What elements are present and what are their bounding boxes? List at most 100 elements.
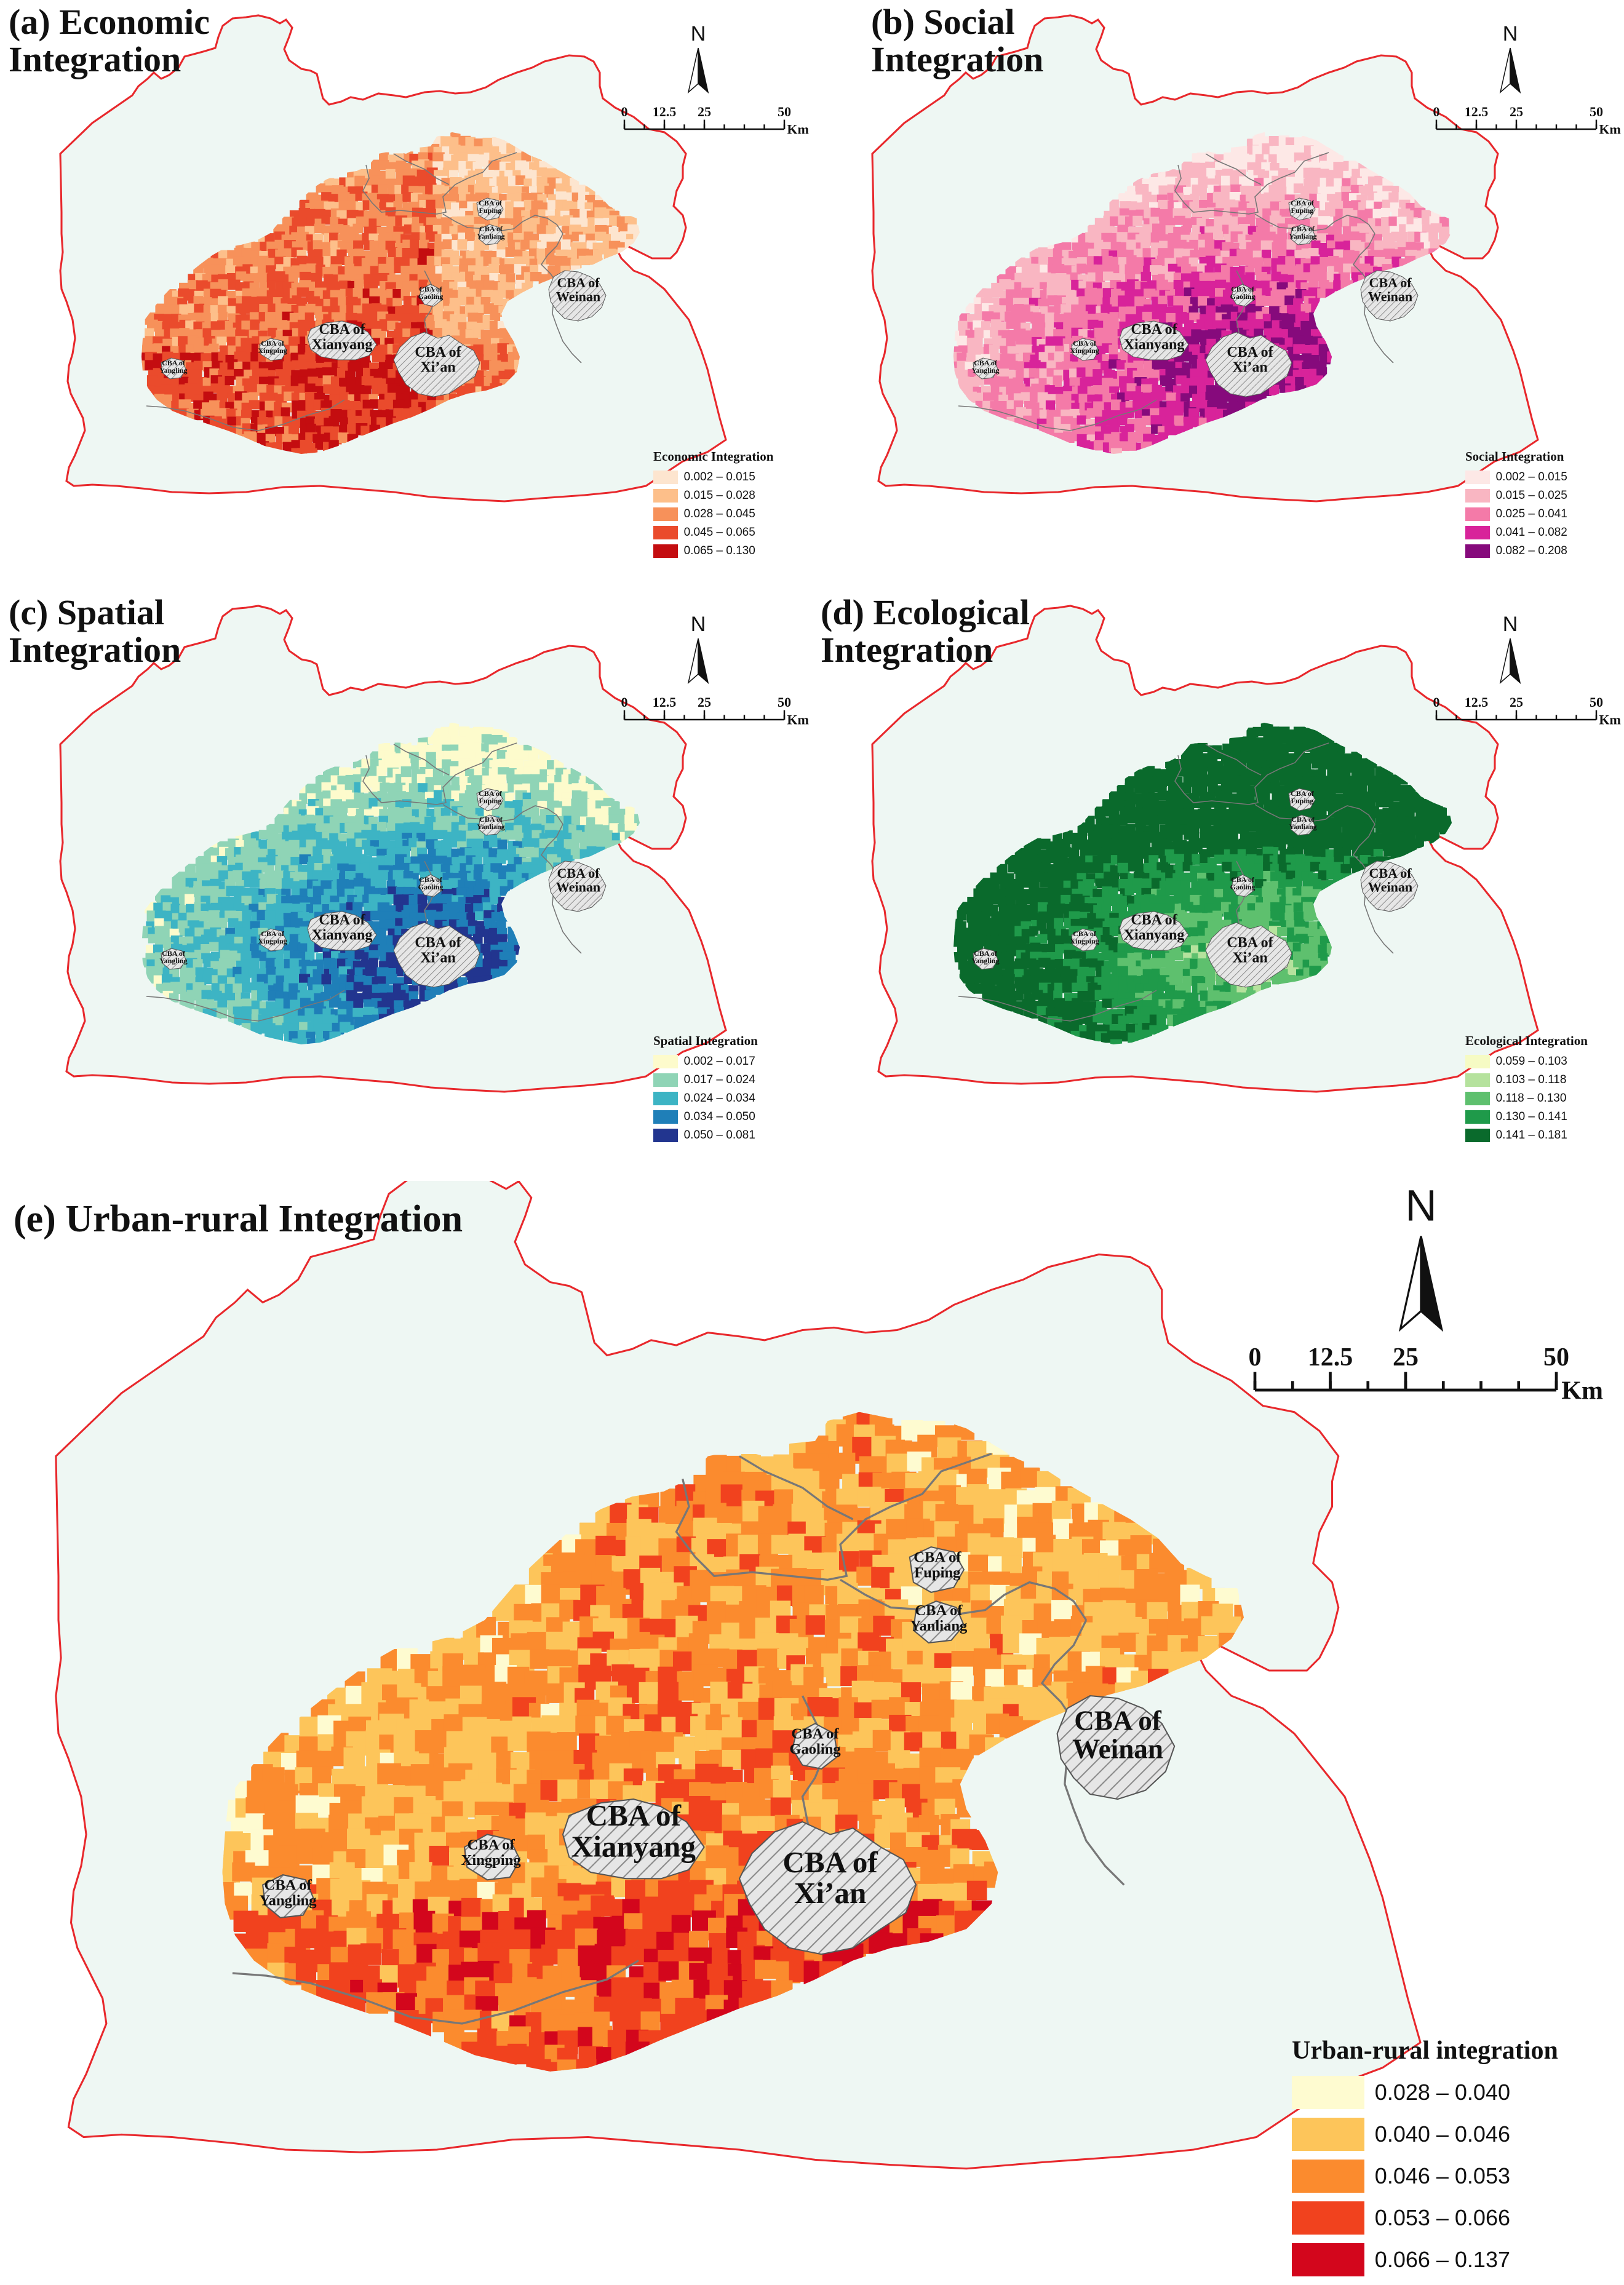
zone-cell <box>321 225 333 236</box>
legend-item: 0.045 – 0.065 <box>653 525 773 539</box>
zone-cell <box>185 894 194 906</box>
zone-cell <box>465 232 475 242</box>
legend-label: 0.065 – 0.130 <box>683 544 755 557</box>
zone-cell <box>345 871 356 882</box>
zone-cell <box>402 248 414 259</box>
zone-cell <box>370 830 381 841</box>
zone-cell <box>1300 320 1311 331</box>
legend-swatch <box>653 1073 678 1087</box>
zone-cell <box>1109 416 1120 427</box>
zone-cell <box>1182 218 1193 228</box>
zone-cell <box>505 793 515 803</box>
zone-cell <box>384 855 397 867</box>
zone-cell <box>1142 191 1152 204</box>
zone-cell <box>1351 200 1361 210</box>
choropleth-cells <box>141 132 640 454</box>
district-boundary <box>958 399 1157 431</box>
zone-cell <box>268 303 277 313</box>
zone-cell <box>1391 256 1401 268</box>
zone-cell <box>1156 416 1168 427</box>
zone-cell <box>1110 448 1122 454</box>
zone-cell <box>1085 424 1096 436</box>
scale-tick-label: 12.5 <box>653 694 677 710</box>
zone-cell <box>1029 272 1041 284</box>
district-boundary <box>362 152 517 215</box>
zone-cell <box>378 870 389 880</box>
legend-item: 0.050 – 0.081 <box>653 1128 758 1142</box>
zone-cell <box>547 854 557 865</box>
zone-cell <box>1295 311 1305 323</box>
zone-cell <box>242 935 253 945</box>
legend: Economic Integration 0.002 – 0.015 0.015 –… <box>653 449 773 563</box>
zone-cell <box>265 865 274 876</box>
zone-cell <box>276 976 285 985</box>
zone-cell <box>1142 248 1153 258</box>
zone-cell <box>338 192 350 203</box>
zone-cell <box>966 352 976 364</box>
legend-label: 0.024 – 0.034 <box>683 1091 755 1105</box>
zone-cell <box>202 974 214 985</box>
zone-cell <box>1181 312 1192 322</box>
zone-cell <box>282 377 292 387</box>
zone-cell <box>484 303 494 314</box>
cba-yanliang-label: CBA of Yanliang <box>1289 225 1316 240</box>
zone-cell <box>408 895 419 906</box>
zone-cell <box>170 904 180 914</box>
zone-cell <box>1077 415 1086 425</box>
zone-cell <box>568 774 579 785</box>
zone-cell <box>1260 240 1273 252</box>
zone-cell <box>209 886 219 897</box>
legend-label: 0.041 – 0.082 <box>1495 525 1567 539</box>
panel-title: (b) Social Integration <box>871 2 1044 79</box>
legend-label: 0.002 – 0.015 <box>683 470 755 483</box>
zone-cell <box>1327 240 1337 251</box>
zone-cell <box>385 169 396 180</box>
zone-cell <box>545 792 557 803</box>
cba-weinan-label: CBA of Weinan <box>556 275 600 304</box>
zone-cell <box>378 831 388 841</box>
zone-cell <box>458 152 468 164</box>
zone-cell <box>1132 392 1143 403</box>
zone-cell <box>162 910 173 922</box>
zone-cell <box>371 159 380 171</box>
zone-cell <box>496 750 507 760</box>
zone-cell <box>162 902 172 912</box>
zone-cell <box>170 377 180 387</box>
zone-cell <box>444 750 453 761</box>
legend-item: 0.015 – 0.025 <box>1465 488 1567 503</box>
zone-cell <box>193 344 204 354</box>
zone-cell <box>419 799 429 812</box>
zone-cell <box>312 870 324 883</box>
zone-cell <box>1366 200 1376 211</box>
zone-cell <box>504 264 517 274</box>
zone-cell <box>346 272 357 282</box>
zone-cell <box>1054 351 1065 362</box>
cba-xianyang-label: CBA of Xianyang <box>1124 322 1185 353</box>
zone-cell <box>1094 416 1106 427</box>
zone-cell <box>1269 215 1282 226</box>
zone-cell <box>297 319 308 330</box>
zone-cell <box>305 448 317 454</box>
legend-swatch <box>653 1091 678 1105</box>
cba-yanliang-label: CBA of Yanliang <box>477 815 504 831</box>
zone-cell <box>611 832 622 843</box>
zone-cell <box>337 815 349 825</box>
zone-cell <box>1204 239 1215 250</box>
zone-cell <box>235 303 247 315</box>
zone-cell <box>1326 177 1336 188</box>
zone-cell <box>1284 295 1295 306</box>
zone-cell <box>250 958 260 970</box>
zone-cell <box>1142 392 1153 402</box>
zone-cell <box>457 239 468 250</box>
zone-cell <box>297 255 308 267</box>
zone-cell <box>362 303 372 314</box>
zone-cell <box>291 360 301 370</box>
zone-cell <box>481 734 492 745</box>
cba-xian-area <box>1205 332 1292 397</box>
zone-cell <box>1304 376 1313 388</box>
zone-cell <box>1038 298 1049 308</box>
zone-cell <box>1316 233 1329 243</box>
cba-xianyang-area <box>1119 320 1189 360</box>
